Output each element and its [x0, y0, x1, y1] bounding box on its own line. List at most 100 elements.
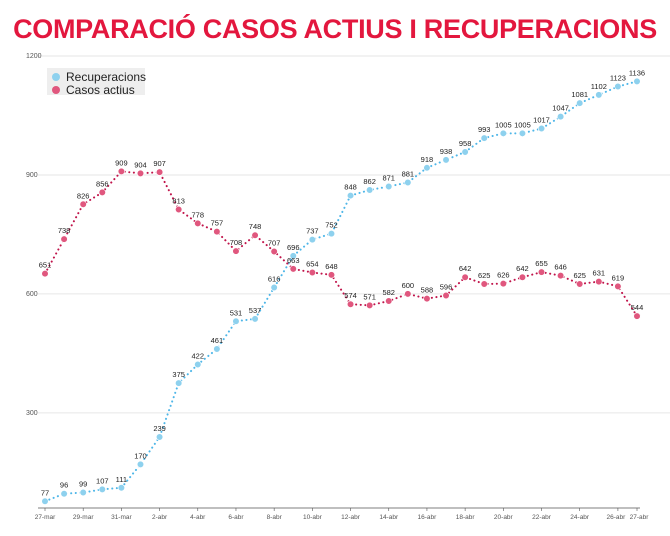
data-label-casos-actius: 663 — [287, 256, 300, 265]
data-point-recuperacions — [194, 360, 202, 369]
data-label-recuperacions: 616 — [268, 275, 281, 284]
data-label-casos-actius: 778 — [192, 210, 205, 219]
data-point-recuperacions — [442, 156, 450, 164]
x-tick-label: 29-mar — [73, 514, 94, 521]
x-tick-label: 8-abr — [267, 514, 283, 521]
data-label-recuperacions: 1081 — [571, 90, 588, 99]
data-label-recuperacions: 239 — [153, 424, 166, 433]
data-label-recuperacions: 696 — [287, 243, 300, 252]
data-point-casos-actius — [633, 312, 641, 320]
data-point-casos-actius — [537, 268, 546, 276]
data-point-casos-actius — [289, 265, 297, 273]
data-label-recuperacions: 375 — [172, 370, 185, 379]
data-point-recuperacions — [213, 345, 221, 353]
data-label-casos-actius: 582 — [382, 288, 395, 297]
x-tick-label: 18-abr — [456, 514, 476, 521]
data-label-recuperacions: 752 — [325, 221, 338, 230]
data-point-casos-actius — [194, 219, 202, 227]
legend-label: Casos actius — [66, 82, 135, 97]
data-point-recuperacions — [327, 230, 336, 238]
data-point-recuperacions — [595, 91, 603, 99]
data-label-casos-actius: 748 — [249, 222, 262, 231]
data-point-recuperacions — [633, 77, 641, 85]
data-label-recuperacions: 111 — [116, 475, 127, 484]
data-point-recuperacions — [346, 191, 355, 200]
data-label-recuperacions: 737 — [306, 227, 319, 236]
data-point-recuperacions — [576, 99, 584, 107]
data-point-recuperacions — [366, 186, 374, 194]
data-point-casos-actius — [614, 282, 622, 290]
data-point-casos-actius — [442, 291, 450, 300]
chart-title: COMPARACIÓ CASOS ACTIUS I RECUPERACIONS — [13, 14, 657, 44]
data-point-casos-actius — [136, 169, 145, 177]
data-label-casos-actius: 909 — [115, 158, 128, 167]
y-tick-label: 900 — [26, 172, 38, 179]
data-label-casos-actius: 904 — [134, 160, 147, 169]
data-label-recuperacions: 537 — [249, 306, 262, 315]
data-label-casos-actius: 619 — [612, 273, 625, 282]
data-point-casos-actius — [480, 280, 488, 288]
data-point-recuperacions — [423, 164, 431, 172]
data-point-recuperacions — [41, 497, 49, 505]
data-point-casos-actius — [270, 247, 278, 256]
data-label-recuperacions: 958 — [459, 139, 472, 148]
data-point-casos-actius — [366, 301, 374, 309]
data-point-recuperacions — [385, 182, 393, 191]
data-point-recuperacions — [289, 252, 297, 260]
x-tick-label: 14-abr — [379, 514, 399, 521]
data-label-casos-actius: 654 — [306, 259, 319, 268]
legend — [47, 68, 145, 95]
data-point-recuperacions — [98, 485, 106, 493]
data-point-casos-actius — [155, 168, 164, 176]
x-tick-label: 27-mar — [35, 514, 56, 521]
data-label-casos-actius: 708 — [230, 238, 243, 247]
data-label-recuperacions: 938 — [440, 147, 453, 156]
legend-marker-icon — [52, 85, 60, 94]
x-tick-label: 4-abr — [190, 514, 206, 521]
data-label-casos-actius: 625 — [573, 271, 586, 280]
data-label-casos-actius: 757 — [211, 219, 224, 228]
y-tick-label: 1200 — [26, 53, 42, 60]
data-label-casos-actius: 596 — [440, 282, 453, 291]
data-label-recuperacions: 918 — [421, 155, 434, 164]
data-point-casos-actius — [499, 279, 507, 288]
data-point-casos-actius — [346, 300, 355, 308]
legend-item-recuperacions[interactable]: Recuperacions — [52, 70, 146, 84]
data-label-casos-actius: 574 — [344, 291, 357, 300]
data-label-recuperacions: 881 — [402, 169, 415, 178]
data-label-casos-actius: 625 — [478, 271, 491, 280]
data-point-casos-actius — [98, 188, 106, 196]
data-point-recuperacions — [537, 124, 546, 133]
data-point-casos-actius — [404, 290, 412, 298]
data-point-casos-actius — [175, 205, 183, 214]
data-point-casos-actius — [232, 247, 240, 255]
x-tick-label: 2-abr — [152, 514, 168, 521]
data-label-recuperacions: 1047 — [552, 104, 569, 113]
x-tick-label: 20-abr — [494, 514, 514, 521]
data-label-recuperacions: 848 — [344, 183, 357, 192]
data-point-casos-actius — [251, 231, 259, 239]
data-point-casos-actius — [327, 271, 336, 279]
data-point-recuperacions — [251, 315, 259, 323]
data-point-recuperacions — [117, 484, 125, 492]
data-label-casos-actius: 571 — [363, 292, 376, 301]
data-label-casos-actius: 646 — [554, 263, 567, 272]
data-label-casos-actius: 651 — [39, 261, 52, 270]
data-point-casos-actius — [557, 272, 565, 280]
x-tick-label: 16-abr — [418, 514, 438, 521]
data-point-recuperacions — [480, 134, 488, 142]
data-point-casos-actius — [385, 297, 393, 305]
y-tick-label: 600 — [26, 291, 38, 298]
data-point-recuperacions — [79, 488, 87, 497]
legend-marker-icon — [52, 72, 60, 81]
legend-item-casos-actius[interactable]: Casos actius — [52, 82, 135, 97]
data-point-recuperacions — [232, 317, 240, 325]
data-point-casos-actius — [41, 270, 49, 278]
data-label-recuperacions: 99 — [79, 480, 87, 489]
data-label-casos-actius: 907 — [153, 159, 166, 168]
x-tick-label: 26-abr — [607, 514, 627, 521]
data-point-recuperacions — [614, 82, 622, 91]
x-tick-label: 27-abr — [630, 514, 650, 521]
x-tick-label: 12-abr — [341, 514, 361, 521]
